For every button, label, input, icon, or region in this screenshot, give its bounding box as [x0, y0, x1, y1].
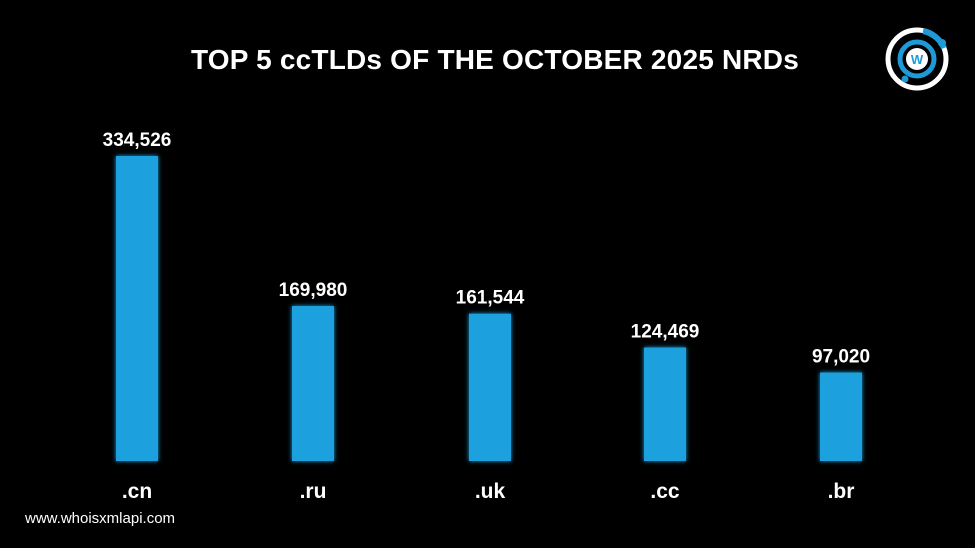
- value-label-cc: 124,469: [631, 322, 700, 343]
- bar-cc: [644, 347, 686, 461]
- bar-ru: [292, 306, 334, 461]
- value-label-uk: 161,544: [456, 288, 525, 309]
- bar-br: [820, 372, 862, 461]
- bar-cn: [116, 156, 158, 461]
- category-label-cn: .cn: [122, 480, 152, 503]
- category-label-uk: .uk: [475, 480, 506, 503]
- category-label-cc: .cc: [650, 480, 680, 503]
- chart-title: TOP 5 ccTLDs OF THE OCTOBER 2025 NRDs: [190, 44, 800, 75]
- whoisxmlapi-logo-icon: W: [885, 27, 949, 91]
- category-label-br: .br: [828, 480, 855, 503]
- category-label-ru: .ru: [300, 480, 327, 503]
- value-label-cn: 334,526: [103, 130, 172, 151]
- website-url: www.whoisxmlapi.com: [25, 510, 176, 527]
- value-label-br: 97,020: [812, 347, 870, 368]
- logo-letter: W: [911, 52, 924, 67]
- bar-uk: [469, 313, 511, 461]
- value-label-ru: 169,980: [279, 280, 348, 301]
